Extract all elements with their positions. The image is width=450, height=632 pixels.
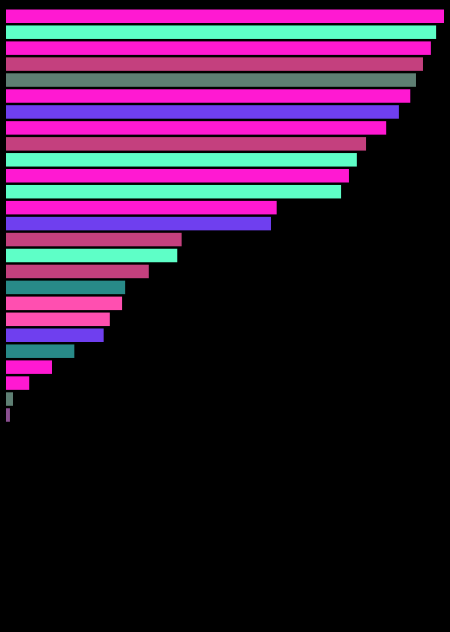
bar-23 — [6, 360, 52, 374]
bar-18 — [6, 280, 126, 295]
bar-24 — [6, 376, 30, 390]
bar-10 — [6, 153, 357, 167]
bar-11 — [6, 169, 349, 183]
bar-13 — [6, 200, 277, 215]
bar-16 — [6, 248, 178, 263]
bar-25 — [6, 392, 14, 406]
bar-4 — [6, 57, 423, 71]
bar-8 — [6, 121, 387, 135]
bar-5 — [6, 73, 416, 87]
bar-1 — [6, 9, 444, 23]
bar-17 — [6, 264, 149, 279]
bar-9 — [6, 137, 367, 151]
bar-3 — [6, 41, 431, 55]
bar-14 — [6, 216, 271, 231]
bar-2 — [6, 25, 437, 39]
bar-12 — [6, 184, 342, 199]
bar-6 — [6, 89, 411, 103]
bar-19 — [6, 296, 123, 311]
bar-26 — [6, 408, 10, 422]
bar-21 — [6, 328, 104, 342]
bar-15 — [6, 232, 182, 247]
bars-group — [6, 9, 444, 422]
bar-7 — [6, 105, 399, 119]
bar-20 — [6, 312, 110, 327]
bar-22 — [6, 344, 75, 358]
